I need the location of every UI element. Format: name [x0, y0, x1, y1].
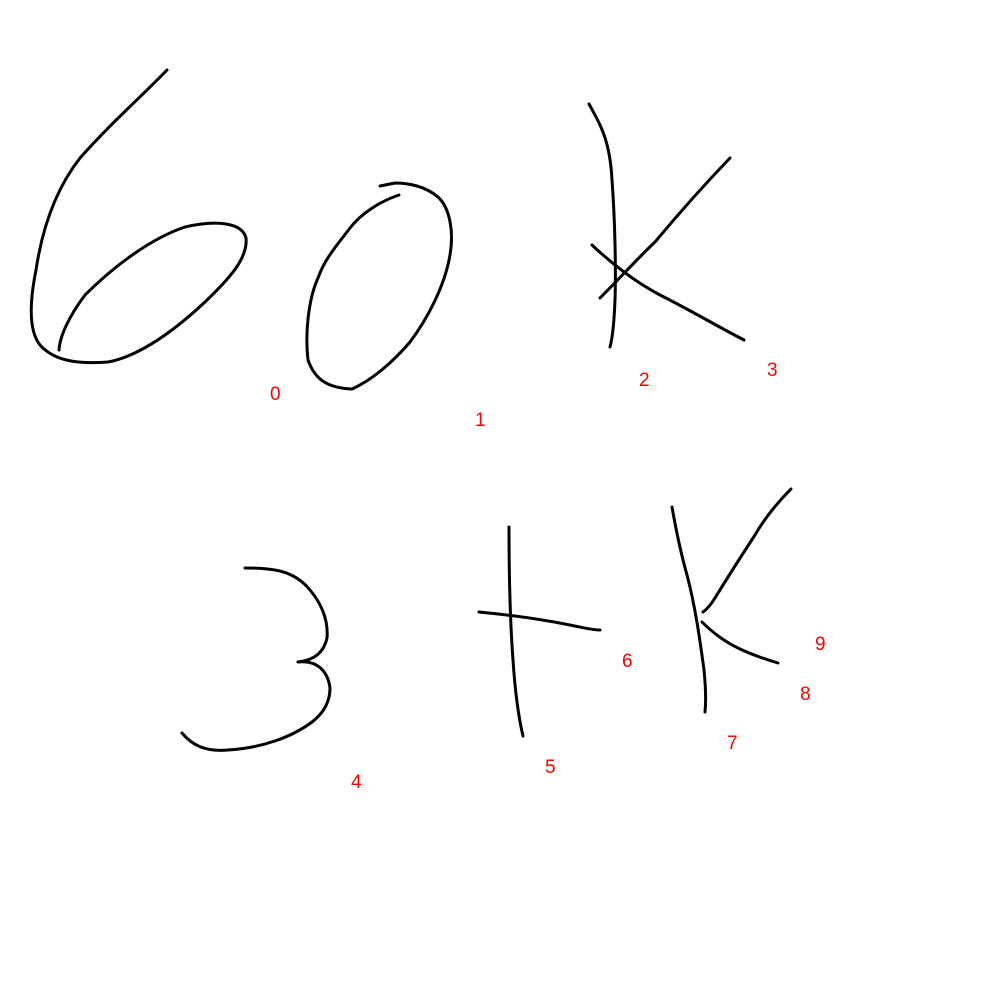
stroke-9 [701, 487, 793, 614]
label-4: 4 [351, 772, 362, 793]
label-0: 0 [270, 384, 281, 405]
label-8: 8 [800, 684, 811, 705]
stroke-4 [180, 566, 332, 752]
stroke-0 [29, 68, 248, 365]
label-5: 5 [545, 757, 556, 778]
label-3: 3 [767, 360, 778, 381]
label-2: 2 [639, 370, 650, 391]
stroke-3 [590, 156, 746, 342]
label-7: 7 [727, 733, 738, 754]
label-6: 6 [622, 651, 633, 672]
stroke-7 [670, 505, 708, 714]
stroke-5 [507, 525, 525, 738]
stroke-2 [587, 102, 617, 349]
stroke-8 [700, 620, 780, 665]
stroke-1 [305, 181, 453, 391]
stroke-6 [477, 610, 602, 632]
label-9: 9 [815, 634, 826, 655]
label-1: 1 [475, 410, 486, 431]
